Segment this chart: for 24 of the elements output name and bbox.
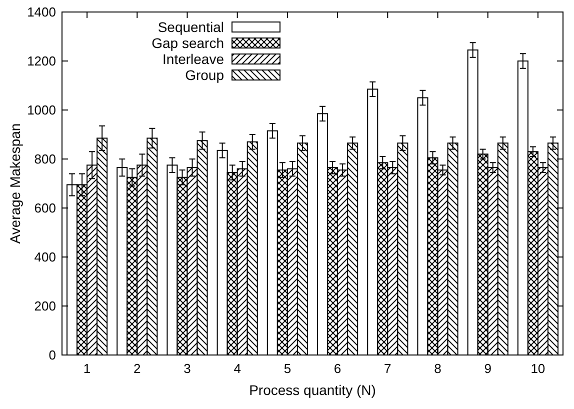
- x-tick-label: 3: [184, 361, 191, 376]
- x-axis-title: Process quantity (N): [249, 382, 376, 398]
- legend-label: Group: [185, 66, 224, 83]
- y-tick-label: 600: [34, 200, 56, 216]
- y-tick-label: 1000: [27, 102, 56, 118]
- y-axis-title: Average Makespan: [7, 123, 23, 244]
- x-tick-label: 10: [530, 361, 546, 376]
- y-tick-label: 400: [34, 250, 56, 265]
- y-tick-label: 0: [48, 348, 56, 363]
- y-tick-label: 1400: [27, 4, 56, 20]
- x-tick-label: 4: [234, 361, 241, 376]
- x-tick-label: 1: [83, 361, 91, 376]
- x-tick-label: 2: [134, 361, 141, 376]
- y-tick-label: 1200: [27, 54, 56, 69]
- legend-label: Gap search: [152, 34, 224, 51]
- x-tick-label: 7: [384, 361, 392, 376]
- y-tick-label: 200: [34, 298, 56, 314]
- legend-label: Interleave: [162, 50, 224, 67]
- x-tick-label: 6: [334, 361, 342, 376]
- x-tick-label: 5: [284, 361, 292, 376]
- x-tick-label: 9: [484, 361, 492, 376]
- y-tick-label: 800: [34, 152, 56, 167]
- x-tick-label: 8: [434, 361, 442, 376]
- legend-label: Sequential: [158, 18, 224, 35]
